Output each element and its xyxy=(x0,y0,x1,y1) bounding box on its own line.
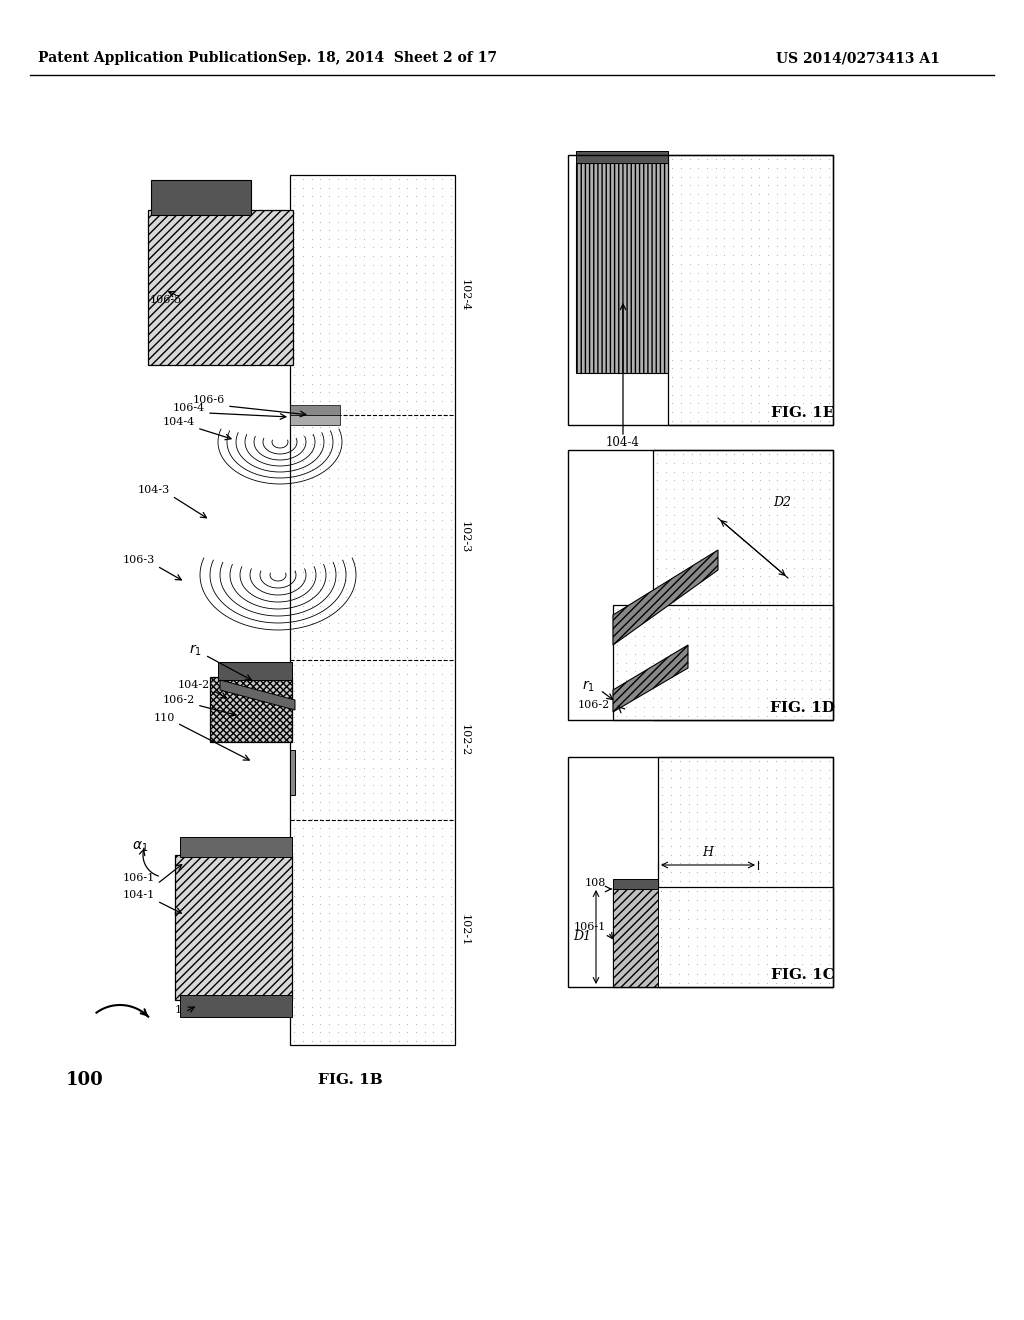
Bar xyxy=(613,605,833,719)
Polygon shape xyxy=(613,550,718,645)
Bar xyxy=(290,176,455,1045)
Bar xyxy=(180,837,292,857)
Text: 106-1: 106-1 xyxy=(573,921,606,932)
Text: 108: 108 xyxy=(585,878,606,888)
Text: 106-1: 106-1 xyxy=(123,873,155,883)
Bar xyxy=(575,150,668,162)
Bar xyxy=(568,756,833,987)
Text: 102-2: 102-2 xyxy=(460,723,470,756)
Text: FIG. 1C: FIG. 1C xyxy=(771,968,835,982)
Bar xyxy=(175,855,292,1001)
Text: $r_1$: $r_1$ xyxy=(582,678,595,694)
Bar xyxy=(210,677,292,742)
Text: US 2014/0273413 A1: US 2014/0273413 A1 xyxy=(776,51,940,65)
Text: 106-2: 106-2 xyxy=(163,696,195,705)
Bar xyxy=(653,450,833,719)
Bar xyxy=(148,210,293,366)
Bar xyxy=(613,887,658,987)
Text: 104-4: 104-4 xyxy=(163,417,195,426)
Text: $r_1$: $r_1$ xyxy=(188,643,202,657)
Text: 104-4: 104-4 xyxy=(606,437,640,450)
Text: 104-2: 104-2 xyxy=(178,680,210,690)
Text: 106-2: 106-2 xyxy=(578,700,610,710)
Text: 102-1: 102-1 xyxy=(460,913,470,946)
Text: 106-5: 106-5 xyxy=(150,294,182,305)
Bar xyxy=(218,663,292,680)
Text: 106-6: 106-6 xyxy=(193,395,225,405)
Text: FIG. 1D: FIG. 1D xyxy=(770,701,836,715)
Text: FIG. 1E: FIG. 1E xyxy=(771,407,835,420)
Bar xyxy=(180,995,292,1016)
Text: 110: 110 xyxy=(154,713,175,723)
Bar xyxy=(151,180,251,215)
Text: 106-4: 106-4 xyxy=(173,403,205,413)
Text: 108: 108 xyxy=(175,1005,197,1015)
Text: 100: 100 xyxy=(67,1071,103,1089)
Text: 102-3: 102-3 xyxy=(460,521,470,553)
Text: 102-4: 102-4 xyxy=(460,279,470,312)
Bar xyxy=(290,414,340,425)
Text: Sep. 18, 2014  Sheet 2 of 17: Sep. 18, 2014 Sheet 2 of 17 xyxy=(279,51,498,65)
Polygon shape xyxy=(613,645,688,711)
Text: H: H xyxy=(702,846,714,859)
Text: D2: D2 xyxy=(773,495,791,508)
Text: Patent Application Publication: Patent Application Publication xyxy=(38,51,278,65)
Text: 104-1: 104-1 xyxy=(123,890,155,900)
Text: $\alpha_1$: $\alpha_1$ xyxy=(132,840,148,854)
Text: D1: D1 xyxy=(573,931,591,944)
Bar xyxy=(575,162,668,374)
Bar xyxy=(568,450,833,719)
Bar xyxy=(658,756,833,987)
Polygon shape xyxy=(290,750,295,795)
Text: FIG. 1B: FIG. 1B xyxy=(317,1073,382,1086)
Bar xyxy=(613,879,658,888)
Text: 106-3: 106-3 xyxy=(123,554,155,565)
Bar xyxy=(613,887,833,987)
Polygon shape xyxy=(220,680,295,710)
Bar xyxy=(668,154,833,425)
Bar xyxy=(568,154,833,425)
Text: 104-3: 104-3 xyxy=(138,484,170,495)
Bar xyxy=(290,405,340,414)
